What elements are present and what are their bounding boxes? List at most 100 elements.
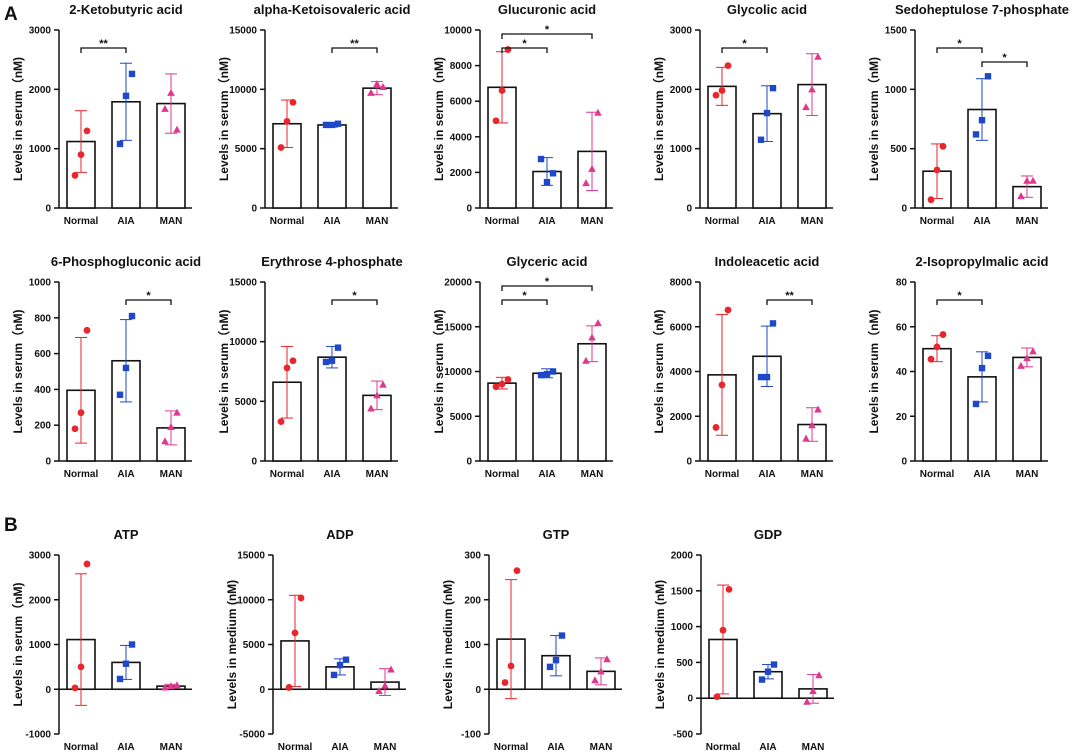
y-axis-label: Levels in serum（nM) [866, 309, 881, 433]
data-point [803, 697, 811, 705]
data-point [591, 676, 599, 684]
data-point [116, 140, 124, 148]
data-point [122, 364, 130, 372]
y-tick-label: 10000 [237, 595, 265, 606]
significance-label: * [1002, 52, 1007, 64]
y-tick-label: 0 [45, 457, 51, 468]
data-point [77, 663, 85, 671]
data-point [984, 73, 992, 80]
data-point [814, 405, 822, 413]
y-tick-label: 10000 [229, 85, 257, 96]
x-tick-label-aia: AIA [323, 469, 340, 480]
y-tick-label: 5000 [243, 640, 266, 651]
data-point [289, 357, 297, 365]
significance-label: ** [99, 38, 108, 50]
data-point [71, 425, 79, 433]
significance-bracket [125, 299, 172, 305]
significance-bracket [766, 299, 813, 305]
y-axis-label: Levels in serum（nM) [216, 309, 231, 433]
data-point [330, 671, 338, 679]
data-point [373, 391, 381, 399]
bar-aia [317, 124, 347, 209]
chart-atp: ATP Levels in serum（nM) -1000 0 1000 2000 3000… [10, 527, 192, 753]
x-tick-label-normal: Normal [270, 216, 305, 227]
chart-title: Glyceric acid [507, 254, 588, 269]
y-tick-label: 0 [259, 685, 265, 696]
data-point [513, 567, 521, 575]
data-point [1023, 354, 1031, 362]
data-point [283, 117, 291, 125]
x-tick-label-man: MAN [160, 216, 183, 227]
x-tick-label-man: MAN [581, 216, 604, 227]
y-tick-label: 5000 [235, 144, 258, 155]
data-point [725, 585, 733, 593]
y-axis-label: Levels in serum（nM) [431, 57, 446, 181]
x-tick-label-normal: Normal [270, 469, 305, 480]
data-point [546, 663, 554, 671]
y-tick-label: 0 [45, 685, 51, 696]
data-point [297, 594, 305, 602]
y-tick-label: 0 [687, 694, 693, 705]
data-point [285, 684, 293, 691]
y-tick-label: -500 [673, 730, 693, 741]
x-tick-label-normal: Normal [485, 216, 520, 227]
y-axis-label: Levels in serum（nM) [10, 309, 25, 433]
x-tick-label-normal: Normal [278, 742, 313, 753]
bar-man [362, 87, 392, 209]
y-tick-label: 0 [466, 204, 472, 215]
significance-label: * [352, 290, 357, 302]
x-tick-label-man: MAN [366, 216, 389, 227]
y-tick-label: 20000 [444, 278, 472, 289]
significance-bracket [331, 47, 378, 53]
chart-alpha-ketoisovaleric: alpha-Ketoisovaleric acid Levels in serum… [216, 2, 410, 227]
chart-title: Glycolic acid [727, 2, 807, 17]
data-point [984, 352, 992, 360]
x-tick-label-normal: Normal [64, 742, 99, 753]
data-point [173, 125, 181, 133]
data-point [387, 665, 395, 673]
data-point [167, 88, 175, 96]
chart-indoleacetic: Indoleacetic acid Levels in serum（nM) 0 200… [651, 254, 833, 480]
chart-title: 6-Phosphogluconic acid [51, 254, 201, 269]
x-tick-label-aia: AIA [973, 469, 990, 480]
data-point [770, 661, 778, 668]
y-axis-label: Levels in serum（nM) [651, 309, 666, 433]
data-point [1029, 176, 1037, 184]
significance-bracket [80, 47, 127, 53]
y-axis-label: Levels in serum（nM) [866, 57, 881, 181]
y-axis-label: Levels in medium (nM) [225, 580, 239, 709]
y-tick-label: 10000 [444, 367, 472, 378]
data-point [379, 82, 387, 90]
data-point [769, 84, 777, 92]
y-tick-label: 15000 [229, 278, 257, 289]
x-tick-label-normal: Normal [64, 216, 99, 227]
x-tick-label-man: MAN [581, 469, 604, 480]
y-tick-label: 200 [34, 421, 51, 432]
significance-bracket [981, 61, 1028, 67]
data-point [322, 358, 330, 366]
data-point [713, 693, 721, 701]
y-tick-label: 10000 [229, 337, 257, 348]
data-point [83, 560, 91, 568]
y-tick-label: 5000 [235, 397, 258, 408]
x-tick-label-aia: AIA [538, 469, 555, 480]
chart-title: 2-Isopropylmalic acid [916, 254, 1049, 269]
y-tick-label: -5000 [239, 730, 265, 741]
data-point [972, 400, 980, 408]
chart-title: GDP [754, 527, 783, 542]
data-point [808, 421, 816, 429]
significance-bracket [501, 299, 548, 305]
panel-a-label: A [4, 4, 18, 25]
data-point [375, 687, 383, 695]
y-axis-label: Levels in serum（nM) [10, 582, 25, 706]
y-tick-label: 2000 [671, 551, 694, 562]
y-tick-label: 400 [34, 385, 51, 396]
y-tick-label: 1000 [885, 85, 908, 96]
chart-2-isopropylmalic: 2-Isopropylmalic acid Levels in serum（nM)… [866, 254, 1049, 480]
data-point [173, 408, 181, 416]
data-point [809, 687, 817, 695]
x-tick-label-aia: AIA [117, 216, 134, 227]
data-point [322, 121, 330, 129]
x-tick-label-normal: Normal [920, 469, 955, 480]
